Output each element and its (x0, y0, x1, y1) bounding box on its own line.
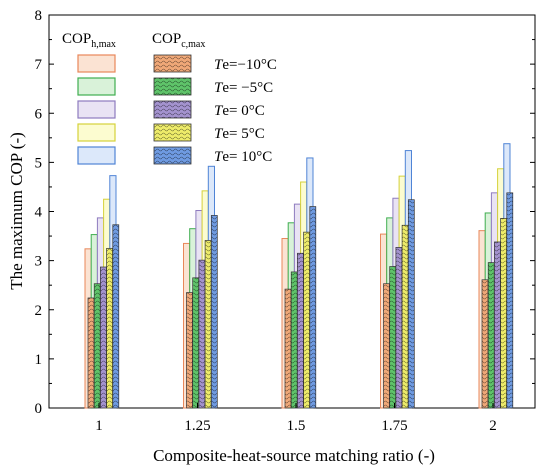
bar-cooling (93, 283, 101, 409)
bar-cooling-pattern (488, 262, 495, 408)
legend-label: Te= 10°C (214, 149, 272, 165)
bar-cooling (407, 199, 415, 409)
legend-cooling-header: COPc,max (152, 31, 205, 50)
bar-cooling-pattern (88, 297, 94, 408)
x-tick-label: 2 (489, 418, 497, 434)
bar-cooling (290, 271, 298, 409)
y-tick-label: 0 (35, 401, 43, 417)
bar-cooling-pattern (482, 279, 488, 408)
legend-swatch-pattern (154, 147, 191, 164)
y-tick-label: 1 (35, 352, 43, 368)
legend-swatch-heating (77, 146, 116, 165)
bar-cooling (401, 224, 409, 409)
bar-cooling-pattern (494, 241, 501, 408)
bar-cooling-pattern (211, 215, 218, 408)
bar-cooling (383, 283, 390, 409)
y-tick-label: 2 (35, 303, 43, 319)
bar-cooling (481, 279, 489, 409)
y-tick-label: 4 (35, 205, 43, 221)
bar-cooling (395, 247, 403, 409)
bar-cooling-pattern (106, 248, 113, 408)
y-tick-label: 6 (35, 106, 43, 122)
axes-layer: 0 1 2 3 4 5 6 7 8 1 1.25 1.5 1.75 2 (35, 8, 535, 434)
legend-swatch-pattern (154, 124, 191, 141)
legend-label: Te=−10°C (214, 57, 277, 73)
bar-cooling (210, 215, 218, 409)
bar-cooling (198, 259, 206, 409)
bar-cooling (204, 240, 212, 409)
x-tick-label: 1.25 (184, 418, 210, 434)
bar-cooling-pattern (285, 289, 291, 408)
y-tick-label: 7 (35, 57, 43, 73)
bar-cooling-pattern (408, 199, 415, 408)
legend-swatch-heating (77, 54, 116, 73)
bar-cooling-pattern (303, 232, 310, 408)
bar-cooling (506, 192, 514, 409)
legend-swatch-pattern (154, 101, 191, 118)
bar-cooling-pattern (112, 224, 119, 408)
bar-cooling (389, 266, 397, 409)
bar-cooling (87, 297, 95, 409)
legend-items: Te=−10°C Te= −5°C Te= 0°C Te= 5°C Te= 10°C (77, 54, 277, 165)
bar-cooling-pattern (192, 277, 199, 408)
legend-label: Te= −5°C (214, 80, 273, 96)
bar-cooling-pattern (291, 271, 298, 408)
legend-swatch-pattern (154, 78, 191, 95)
legend-swatch-pattern (154, 55, 191, 72)
bar-cooling (487, 262, 495, 409)
bar-cooling-pattern (198, 260, 205, 408)
bar-cooling (106, 247, 113, 409)
legend-swatch-heating (77, 77, 116, 96)
bar-cooling-pattern (297, 253, 304, 408)
x-tick-label: 1.75 (381, 418, 407, 434)
bar-cooling-pattern (186, 292, 193, 408)
y-tick-label: 3 (35, 254, 43, 270)
x-tick-label: 1 (95, 418, 103, 434)
bar-cooling-pattern (506, 192, 513, 408)
bar-cooling-pattern (309, 206, 316, 408)
bar-cooling (494, 241, 501, 409)
bar-cooling (284, 288, 292, 409)
legend-swatch-heating (77, 100, 116, 119)
bar-cooling (192, 277, 200, 409)
legend-swatch-heating (77, 123, 116, 142)
bar-cooling (309, 206, 317, 409)
bar-cooling-pattern (500, 218, 507, 408)
bar-cooling-pattern (383, 283, 390, 408)
legend-label: Te= 5°C (214, 126, 265, 142)
bar-cooling-pattern (389, 266, 396, 408)
y-axis-label: The maximum COP (-) (7, 132, 26, 290)
bar-cooling-pattern (395, 247, 402, 408)
y-tick-label: 5 (35, 155, 43, 171)
bar-cooling-pattern (205, 240, 212, 408)
bar-cooling-pattern (402, 225, 409, 408)
bar-cooling (500, 218, 507, 409)
bar-cooling (100, 266, 107, 409)
bars-layer (84, 143, 514, 409)
legend-label: Te= 0°C (214, 103, 265, 119)
bar-cooling-pattern (94, 283, 101, 408)
bar-cooling (297, 252, 304, 409)
legend-heating-header: COPh,max (62, 31, 116, 50)
bar-cooling (112, 224, 120, 409)
y-tick-label: 8 (35, 8, 43, 24)
bar-cooling (186, 292, 193, 409)
bar-cooling (303, 231, 310, 409)
bar-cooling-pattern (100, 267, 107, 408)
legend: COPh,max COPc,max Te=−10°C Te= −5°C Te= 0°… (62, 31, 277, 165)
x-axis-label: Composite-heat-source matching ratio (-) (153, 446, 435, 465)
x-tick-label: 1.5 (287, 418, 306, 434)
